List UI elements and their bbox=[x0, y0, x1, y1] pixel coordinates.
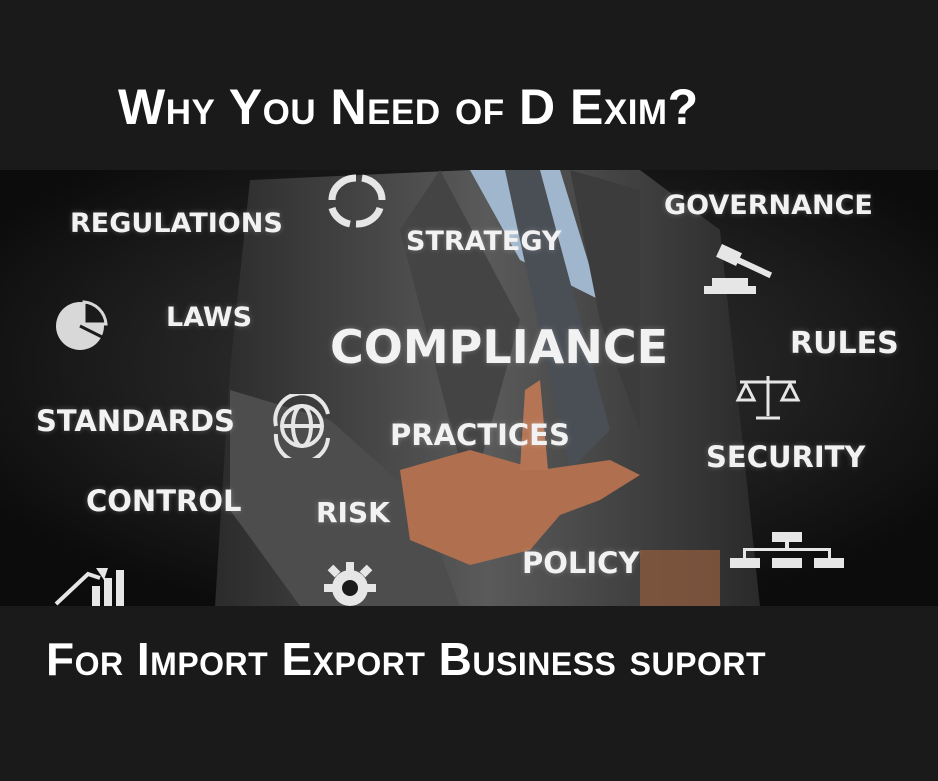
word-practices: PRACTICES bbox=[390, 418, 570, 452]
scales-icon bbox=[735, 376, 801, 420]
businessman-illustration bbox=[0, 170, 938, 606]
word-strategy: STRATEGY bbox=[406, 226, 562, 257]
word-control: CONTROL bbox=[86, 484, 242, 518]
growth-chart-icon bbox=[54, 568, 124, 606]
cycle-arrows-icon bbox=[328, 174, 386, 228]
word-regulations: REGULATIONS bbox=[70, 208, 283, 239]
gear-icon bbox=[324, 562, 376, 606]
page-title: Why You Need of D Exim? bbox=[118, 79, 699, 135]
globe-icon bbox=[273, 394, 330, 458]
word-governance: GOVERNANCE bbox=[664, 190, 873, 221]
word-security: SECURITY bbox=[706, 440, 866, 474]
gavel-icon bbox=[704, 244, 773, 294]
word-risk: RISK bbox=[316, 496, 390, 529]
word-rules: RULES bbox=[790, 326, 899, 361]
pie-chart-icon bbox=[56, 300, 108, 350]
hero-image: REGULATIONS STRATEGY GOVERNANCE LAWS COM… bbox=[0, 170, 938, 606]
word-compliance: COMPLIANCE bbox=[330, 320, 669, 374]
word-policy: POLICY bbox=[522, 546, 640, 580]
page-subtitle: For Import Export Business suport bbox=[46, 633, 767, 685]
word-laws: LAWS bbox=[166, 302, 253, 333]
org-chart-icon bbox=[730, 532, 844, 568]
word-standards: STANDARDS bbox=[36, 404, 235, 438]
